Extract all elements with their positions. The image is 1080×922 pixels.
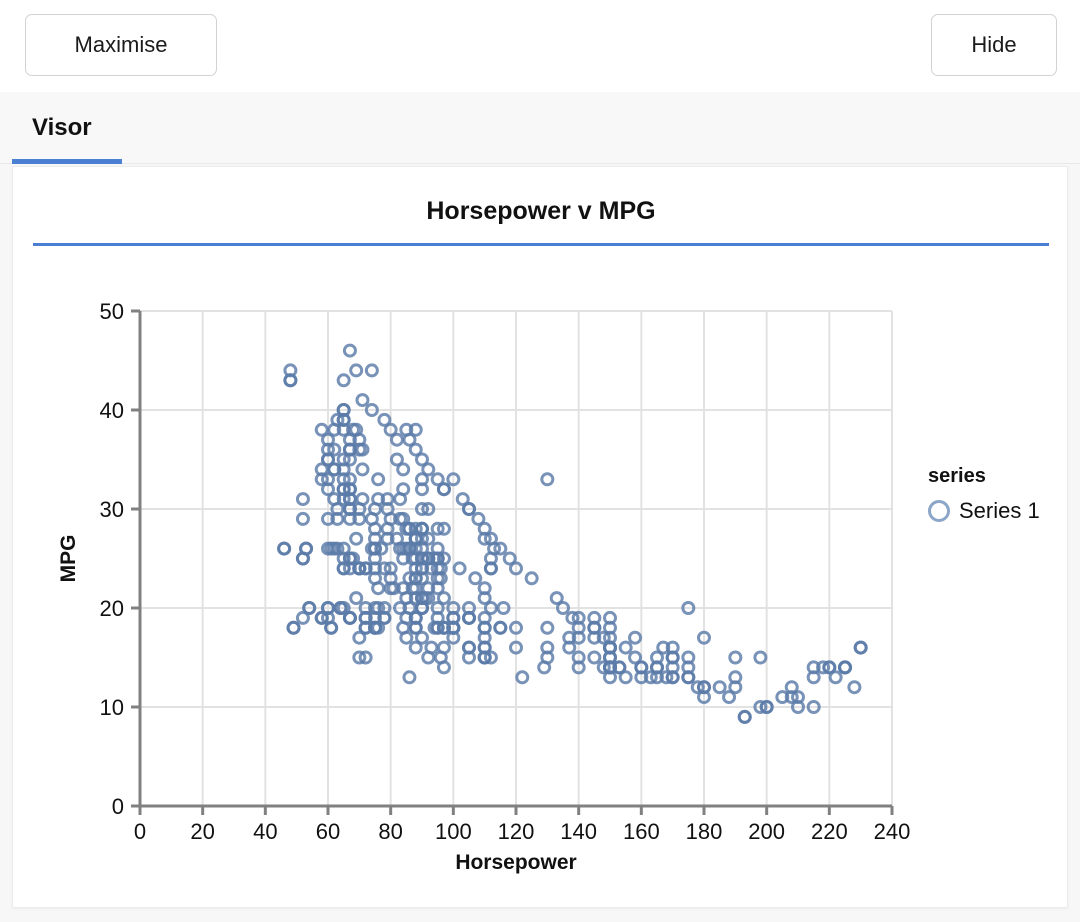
legend-title: series bbox=[928, 465, 986, 487]
open-circle-icon bbox=[928, 500, 950, 522]
legend-item-series-1[interactable]: Series 1 bbox=[928, 498, 1068, 524]
svg-text:160: 160 bbox=[623, 819, 660, 844]
tab-strip: Visor bbox=[0, 92, 1080, 164]
tab-visor[interactable]: Visor bbox=[32, 114, 92, 141]
title-divider bbox=[33, 243, 1049, 246]
svg-text:120: 120 bbox=[498, 819, 535, 844]
svg-text:40: 40 bbox=[253, 819, 277, 844]
svg-text:100: 100 bbox=[435, 819, 472, 844]
svg-text:MPG: MPG bbox=[57, 535, 80, 583]
data-points bbox=[277, 343, 868, 724]
chart-legend: series Series 1 bbox=[928, 465, 1068, 524]
svg-text:20: 20 bbox=[100, 596, 124, 621]
svg-text:60: 60 bbox=[316, 819, 340, 844]
svg-text:10: 10 bbox=[100, 695, 124, 720]
maximise-button[interactable]: Maximise bbox=[25, 14, 217, 76]
top-toolbar: Maximise Hide bbox=[0, 0, 1080, 92]
svg-text:40: 40 bbox=[100, 398, 124, 423]
svg-text:80: 80 bbox=[378, 819, 402, 844]
tab-active-indicator bbox=[12, 159, 122, 164]
svg-text:20: 20 bbox=[190, 819, 214, 844]
svg-text:140: 140 bbox=[560, 819, 597, 844]
hide-button[interactable]: Hide bbox=[931, 14, 1057, 76]
chart-title: Horsepower v MPG bbox=[426, 197, 656, 225]
svg-text:220: 220 bbox=[811, 819, 848, 844]
svg-text:50: 50 bbox=[100, 299, 124, 324]
svg-text:180: 180 bbox=[686, 819, 723, 844]
scatter-plot: 0 20 40 60 80 100 120 140 160 180 200 220 240 0 10 20 30… bbox=[57, 299, 911, 874]
svg-text:Horsepower: Horsepower bbox=[455, 851, 576, 874]
svg-text:0: 0 bbox=[134, 819, 146, 844]
plot-area: 0 20 40 60 80 100 120 140 160 180 200 220 240 0 10 20 30… bbox=[13, 167, 1069, 909]
svg-text:30: 30 bbox=[100, 497, 124, 522]
legend-item-label: Series 1 bbox=[959, 498, 1040, 523]
svg-text:200: 200 bbox=[748, 819, 785, 844]
svg-text:240: 240 bbox=[874, 819, 911, 844]
svg-text:0: 0 bbox=[112, 794, 124, 819]
chart-card: Horsepower v MPG 0 20 40 60 80 100 120 140 160 18… bbox=[12, 166, 1068, 908]
